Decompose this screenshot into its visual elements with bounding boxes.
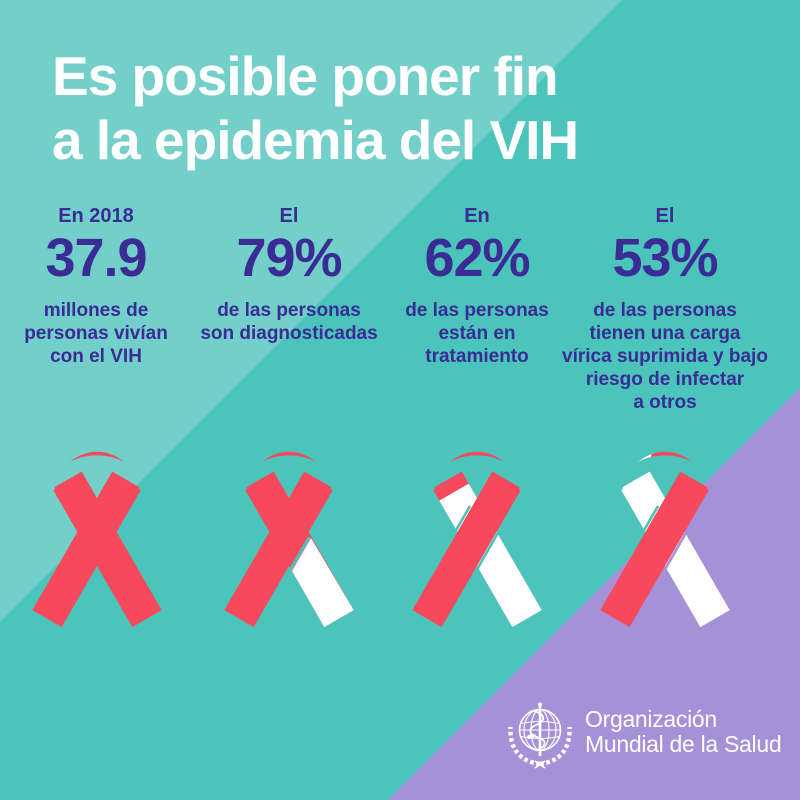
who-org-name: Organización Mundial de la Salud [585,706,782,757]
page-title-line-1: Es posible poner fin [52,45,559,107]
stat-desc-line: de las personas [217,300,361,321]
stat-label: En 2018 [58,205,134,227]
statistics-row: En 2018 37.9 millones de personas vivían… [0,205,800,415]
stat-column-2018: En 2018 37.9 millones de personas vivían… [6,205,186,368]
stat-value: 79% [236,228,342,288]
stat-desc-line: riesgo de infectar [585,369,745,390]
stat-desc-line: personas vivían [24,323,168,344]
stat-desc-line: tienen una carga [589,323,741,344]
stat-description: de las personas están en tratamiento [387,299,567,368]
awareness-ribbon-icon-79 [224,451,354,628]
stat-desc-line: tratamiento [425,346,529,367]
who-logo-lockup: Organización Mundial de la Salud [505,700,795,780]
stat-label: El [279,205,299,227]
stat-desc-line: de las personas [593,300,737,321]
stat-description: de las personas son diagnosticadas [199,299,379,345]
stat-description: de las personas tienen una carga vírica … [550,299,780,414]
stat-desc-line: están en [438,323,516,344]
stat-desc-line: vírica suprimida y bajo [562,346,768,367]
stat-value: 37.9 [45,228,147,288]
who-org-name-line-1: Organización [585,706,717,732]
who-org-name-line-2: Mundial de la Salud [585,731,782,757]
who-emblem-icon [508,702,572,769]
stat-column-suppressed: El 53% de las personas tienen una carga … [550,205,780,414]
awareness-ribbon-icon-62 [412,451,542,628]
stat-column-diagnosed: El 79% de las personas son diagnosticada… [199,205,379,345]
stat-desc-line: a otros [633,392,697,413]
stat-desc-line: con el VIH [50,346,142,367]
awareness-ribbon-icon-53 [600,451,730,628]
stat-label: El [655,205,675,227]
stat-desc-line: de las personas [405,300,549,321]
stat-desc-line: millones de [43,300,149,321]
stat-value: 53% [612,228,718,288]
stat-label: En [464,205,490,227]
stat-desc-line: son diagnosticadas [200,323,378,344]
page-title-line-2: a la epidemia del VIH [52,109,579,171]
awareness-ribbon-icon-100 [32,451,162,628]
stat-value: 62% [424,228,530,288]
stat-column-treatment: En 62% de las personas están en tratamie… [387,205,567,368]
page-title: Es posible poner fin a la epidemia del V… [52,44,579,172]
stat-description: millones de personas vivían con el VIH [6,299,186,368]
